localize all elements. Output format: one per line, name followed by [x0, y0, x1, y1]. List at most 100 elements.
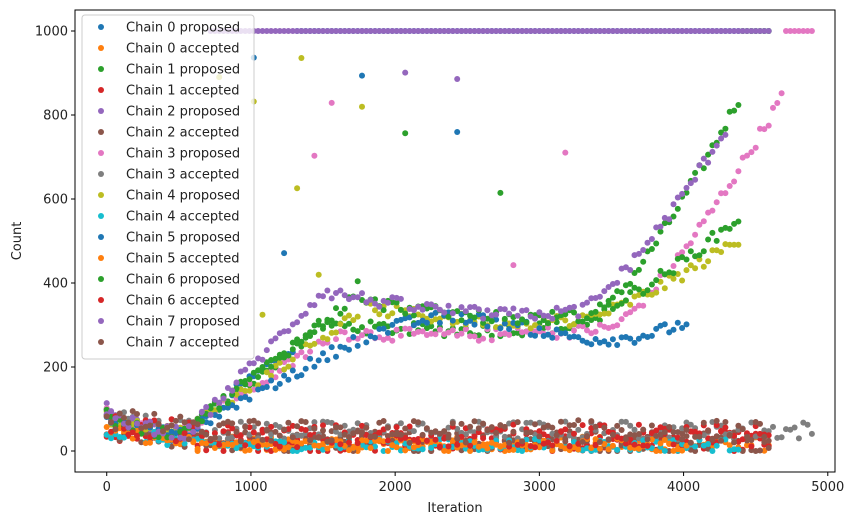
data-point [211, 434, 218, 441]
data-point [255, 420, 262, 427]
data-point [614, 28, 621, 34]
data-point [268, 372, 275, 379]
data-point [744, 433, 750, 440]
data-point [445, 313, 452, 320]
data-point [493, 429, 500, 436]
data-point [289, 367, 296, 374]
data-point [545, 324, 551, 331]
data-point [713, 199, 720, 206]
data-point [233, 445, 240, 452]
data-point [549, 447, 556, 454]
data-point [519, 438, 526, 445]
data-point [129, 435, 136, 442]
data-point [713, 237, 720, 244]
data-point [761, 126, 768, 133]
data-point [566, 334, 573, 341]
data-point [765, 28, 772, 34]
data-point [285, 363, 292, 370]
data-point [532, 328, 538, 335]
data-point [618, 435, 625, 442]
data-point [609, 442, 616, 449]
data-point [670, 28, 677, 34]
data-point [181, 440, 188, 447]
data-point [315, 271, 322, 278]
data-point [501, 423, 508, 430]
data-point [761, 447, 768, 454]
data-point [562, 418, 569, 425]
data-point [480, 442, 487, 449]
data-point [648, 281, 655, 288]
data-point [653, 427, 660, 434]
data-point [389, 299, 396, 306]
data-point [726, 241, 733, 248]
data-point [536, 428, 543, 435]
legend-label: Chain 0 proposed [126, 21, 240, 36]
data-point [800, 28, 807, 34]
data-point [657, 440, 664, 447]
data-point [480, 319, 487, 326]
data-point [307, 348, 314, 355]
data-point [216, 413, 223, 420]
data-point [501, 433, 508, 440]
data-point [666, 28, 673, 34]
data-point [501, 315, 508, 322]
data-point [562, 149, 569, 156]
data-point [328, 99, 335, 106]
data-point [765, 445, 772, 451]
data-point [571, 309, 577, 316]
data-point [250, 429, 257, 436]
data-point [709, 207, 716, 214]
data-point [328, 329, 335, 336]
data-point [692, 169, 699, 176]
data-point [627, 335, 634, 342]
data-point [103, 400, 110, 407]
data-point [268, 363, 275, 370]
series-chain-7-accepted [103, 408, 772, 446]
data-point [700, 165, 707, 172]
data-point [540, 317, 547, 324]
data-point [285, 328, 292, 334]
data-point [289, 356, 296, 363]
data-point [566, 28, 573, 34]
data-point [320, 441, 326, 447]
data-point [397, 306, 404, 313]
data-point [276, 380, 283, 387]
data-point [263, 384, 270, 390]
data-point [367, 433, 374, 440]
legend-marker [98, 129, 104, 135]
data-point [553, 437, 560, 444]
data-point [384, 424, 391, 431]
data-point [592, 442, 599, 449]
data-point [601, 304, 608, 311]
data-point [661, 285, 668, 292]
data-point [679, 325, 686, 331]
data-point [497, 306, 504, 312]
data-point [402, 434, 409, 441]
data-point [229, 387, 236, 394]
data-point [246, 424, 253, 431]
data-point [164, 434, 171, 441]
data-point [562, 438, 569, 445]
data-point [722, 190, 729, 197]
data-point [670, 201, 677, 208]
data-point [311, 419, 318, 426]
data-point [276, 443, 283, 450]
data-point [609, 336, 616, 343]
data-point [696, 256, 703, 263]
data-point [289, 346, 296, 353]
data-point [579, 323, 586, 330]
data-point [263, 28, 270, 34]
data-point [532, 315, 538, 322]
data-point [441, 447, 448, 454]
data-point [432, 303, 439, 310]
data-point [661, 429, 668, 436]
data-point [363, 28, 370, 34]
data-point [605, 341, 612, 348]
legend-label: Chain 0 accepted [126, 42, 240, 57]
data-point [765, 428, 772, 435]
data-point [726, 183, 733, 189]
data-point [795, 435, 802, 442]
data-point [376, 28, 383, 34]
data-point [458, 317, 465, 324]
data-point [501, 306, 508, 313]
